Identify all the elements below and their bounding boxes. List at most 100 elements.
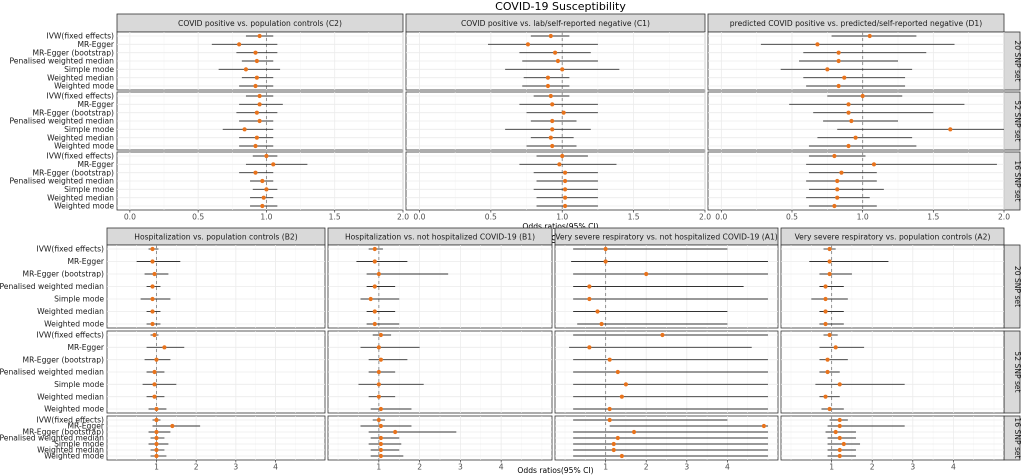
x-tick-label: 2 <box>194 463 199 472</box>
odds-ratio-point <box>372 309 377 314</box>
odds-ratio-point <box>550 143 555 149</box>
odds-ratio-point <box>836 50 841 55</box>
odds-ratio-point <box>376 369 381 375</box>
odds-ratio-point <box>837 417 842 423</box>
odds-ratio-point <box>550 127 555 132</box>
odds-ratio-point <box>257 118 262 124</box>
odds-ratio-point <box>815 42 820 47</box>
odds-ratio-point <box>607 406 612 412</box>
odds-ratio-point <box>827 259 832 264</box>
method-label: Simple mode <box>64 125 114 134</box>
x-tick-label: 0.5 <box>485 213 497 222</box>
x-tick-label: 2 <box>870 463 875 472</box>
chart-title: COVID-19 Susceptibility <box>495 0 626 13</box>
odds-ratio-point <box>836 83 841 89</box>
odds-ratio-point <box>835 178 840 184</box>
odds-ratio-point <box>376 382 381 387</box>
odds-ratio-point <box>152 369 157 375</box>
column-strip-label: Very severe respiratory vs. not hospital… <box>555 233 778 242</box>
odds-ratio-point <box>948 127 953 132</box>
odds-ratio-point <box>376 417 381 423</box>
column-strip-label: Very severe respiratory vs. population c… <box>795 233 991 242</box>
odds-ratio-point <box>825 67 830 72</box>
odds-ratio-point <box>162 345 167 350</box>
odds-ratio-point <box>846 102 851 107</box>
forest-section-0: COVID-19 Susceptibility COVID positive vs… <box>9 0 1022 231</box>
method-label: MR-Egger (bootstrap) <box>23 355 104 364</box>
method-label: Weighted median <box>37 307 104 316</box>
method-label: Weighted mode <box>54 202 114 211</box>
column-strip-label: Hospitalization vs. population controls … <box>134 233 297 242</box>
method-label: Simple mode <box>64 185 114 194</box>
odds-ratio-point <box>550 118 555 124</box>
method-label: Simple mode <box>54 380 104 389</box>
odds-ratio-point <box>150 309 155 314</box>
odds-ratio-point <box>827 271 832 277</box>
odds-ratio-point <box>378 435 383 441</box>
odds-ratio-point <box>260 178 265 184</box>
odds-ratio-point <box>254 58 259 64</box>
odds-ratio-point <box>154 453 159 459</box>
odds-ratio-point <box>545 75 551 80</box>
odds-ratio-point <box>152 271 157 277</box>
x-tick-label: 2.0 <box>998 213 1010 222</box>
x-tick-label: 2.0 <box>699 213 711 222</box>
method-label: Weighted median <box>47 133 114 142</box>
x-tick-label: 1 <box>603 463 608 472</box>
odds-ratio-point <box>555 58 561 64</box>
odds-ratio-point <box>832 203 837 209</box>
x-tick-label: 1.5 <box>927 213 939 222</box>
odds-ratio-point <box>761 423 767 429</box>
odds-ratio-point <box>378 453 383 459</box>
forest-section-1: COVID-19 SeverityHospitalization vs. pop… <box>0 227 1022 475</box>
method-label: Penalised weighted median <box>9 177 114 186</box>
x-tick-label: 0.5 <box>786 213 798 222</box>
column-strip-label: COVID positive vs. population controls (… <box>178 19 342 28</box>
odds-ratio-point <box>150 296 155 302</box>
odds-ratio-point <box>254 135 259 140</box>
odds-ratio-point <box>562 170 568 175</box>
odds-ratio-point <box>615 435 620 441</box>
odds-ratio-point <box>562 195 568 200</box>
odds-ratio-point <box>372 284 377 289</box>
odds-ratio-point <box>378 357 383 362</box>
method-label: IVW(fixed effects) <box>36 416 104 425</box>
method-label: Penalised weighted median <box>9 57 114 66</box>
method-label: MR-Egger <box>68 343 105 352</box>
method-label: MR-Egger <box>78 100 115 109</box>
odds-ratio-point <box>846 110 851 115</box>
method-label: Penalised weighted median <box>0 282 104 291</box>
method-label: MR-Egger <box>78 160 115 169</box>
x-tick-label: 1.0 <box>857 213 869 222</box>
odds-ratio-point <box>562 203 568 209</box>
odds-ratio-point <box>237 42 242 47</box>
odds-ratio-point <box>603 246 608 252</box>
odds-ratio-point <box>368 296 373 302</box>
odds-ratio-point <box>376 345 381 350</box>
odds-ratio-point <box>561 110 566 115</box>
odds-ratio-point <box>607 417 612 423</box>
row-strip-label: 16 SNP set <box>1013 417 1022 458</box>
odds-ratio-point <box>827 246 832 252</box>
method-label: IVW(fixed effects) <box>46 152 114 161</box>
odds-ratio-point <box>835 187 840 192</box>
odds-ratio-point <box>152 394 157 399</box>
odds-ratio-point <box>154 429 159 435</box>
odds-ratio-point <box>154 406 159 412</box>
odds-ratio-point <box>842 75 847 80</box>
odds-ratio-point <box>823 284 828 289</box>
odds-ratio-point <box>548 135 553 140</box>
odds-ratio-point <box>823 296 828 302</box>
odds-ratio-point <box>150 321 155 327</box>
odds-ratio-point <box>152 332 157 338</box>
odds-ratio-point <box>846 143 851 149</box>
odds-ratio-point <box>860 93 865 99</box>
x-tick-label: 4 <box>951 463 956 472</box>
odds-ratio-point <box>525 42 531 47</box>
x-axis-title: Odds ratios(95% CI) <box>522 222 598 231</box>
odds-ratio-point <box>253 83 258 89</box>
odds-ratio-point <box>837 382 842 387</box>
method-label: MR-Egger (bootstrap) <box>33 48 114 57</box>
x-tick-label: 4 <box>725 463 730 472</box>
x-tick-label: 1 <box>376 463 381 472</box>
